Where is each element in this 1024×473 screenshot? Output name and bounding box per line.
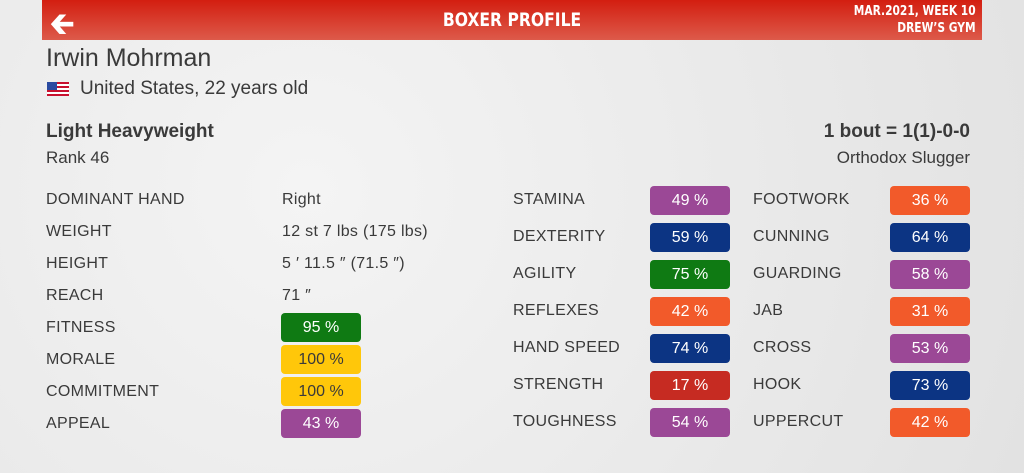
stat-label: HOOK xyxy=(753,376,802,393)
stat-badge: 53 % xyxy=(890,334,970,363)
arrow-left-icon[interactable]: 🡰 xyxy=(50,8,75,41)
stat-label: JAB xyxy=(753,302,784,319)
condition-label: APPEAL xyxy=(46,415,111,432)
stat-label: CROSS xyxy=(753,339,812,356)
boxer-name: Irwin Mohrman xyxy=(46,44,212,72)
info-value: 5 ′ 11.5 ″ (71.5 ″) xyxy=(282,255,405,272)
info-value: 12 st 7 lbs (175 lbs) xyxy=(282,223,428,240)
stat-label: STAMINA xyxy=(513,191,586,208)
condition-badge: 43 % xyxy=(281,409,361,438)
page-title: BOXER PROFILE xyxy=(442,9,582,31)
info-value: Right xyxy=(282,191,321,208)
stat-badge: 59 % xyxy=(650,223,730,252)
stat-label: UPPERCUT xyxy=(753,413,844,430)
stat-badge: 36 % xyxy=(890,186,970,215)
weight-class: Light Heavyweight xyxy=(46,121,214,142)
info-label: HEIGHT xyxy=(46,255,109,272)
us-flag-icon xyxy=(47,82,69,96)
stat-label: HAND SPEED xyxy=(513,339,621,356)
info-label: WEIGHT xyxy=(46,223,112,240)
condition-label: FITNESS xyxy=(46,319,116,336)
stat-badge: 42 % xyxy=(650,297,730,326)
condition-badge: 95 % xyxy=(281,313,361,342)
stat-badge: 31 % xyxy=(890,297,970,326)
stat-label: DEXTERITY xyxy=(513,228,606,245)
condition-label: COMMITMENT xyxy=(46,383,160,400)
info-label: DOMINANT HAND xyxy=(46,191,185,208)
record: 1 bout = 1(1)-0-0 xyxy=(823,121,970,142)
stat-badge: 75 % xyxy=(650,260,730,289)
stat-badge: 17 % xyxy=(650,371,730,400)
fighting-style: Orthodox Slugger xyxy=(836,148,970,167)
condition-badge: 100 % xyxy=(281,345,361,374)
stat-badge: 58 % xyxy=(890,260,970,289)
stat-badge: 64 % xyxy=(890,223,970,252)
rank: Rank 46 xyxy=(46,148,110,167)
info-value: 71 ″ xyxy=(282,287,312,304)
date-label: MAR.2021, WEEK 10 xyxy=(854,4,976,19)
stat-label: STRENGTH xyxy=(513,376,604,393)
date-gym-info: MAR.2021, WEEK 10 DREW’S GYM xyxy=(854,3,976,37)
stat-badge: 73 % xyxy=(890,371,970,400)
info-label: REACH xyxy=(46,287,104,304)
stat-label: GUARDING xyxy=(753,265,842,282)
condition-badge: 100 % xyxy=(281,377,361,406)
condition-label: MORALE xyxy=(46,351,116,368)
boxer-country-age: United States, 22 years old xyxy=(80,78,309,99)
stat-label: CUNNING xyxy=(753,228,830,245)
stat-label: AGILITY xyxy=(513,265,577,282)
stat-badge: 74 % xyxy=(650,334,730,363)
stat-badge: 49 % xyxy=(650,186,730,215)
stat-label: TOUGHNESS xyxy=(513,413,617,430)
stat-badge: 54 % xyxy=(650,408,730,437)
stat-badge: 42 % xyxy=(890,408,970,437)
gym-label: DREW’S GYM xyxy=(897,21,976,36)
header-bar: 🡰 BOXER PROFILE MAR.2021, WEEK 10 DREW’S… xyxy=(42,0,982,41)
stat-label: FOOTWORK xyxy=(753,191,850,208)
stat-label: REFLEXES xyxy=(513,302,599,319)
